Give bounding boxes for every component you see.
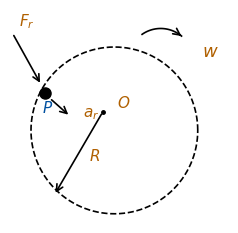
Text: $R$: $R$: [89, 148, 100, 164]
Text: $P$: $P$: [42, 100, 53, 116]
Text: $O$: $O$: [117, 95, 130, 111]
Text: $F_r$: $F_r$: [20, 12, 35, 31]
Text: $w$: $w$: [202, 43, 219, 61]
Text: $a_r$: $a_r$: [83, 106, 99, 122]
